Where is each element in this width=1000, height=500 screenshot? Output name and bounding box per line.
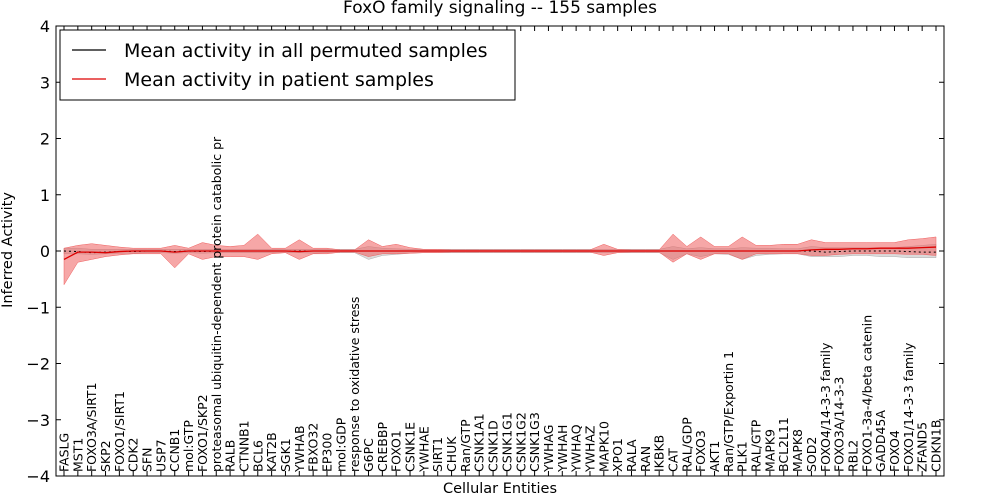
x-category-label: CAT (666, 448, 681, 472)
x-category-label: FOXO3A/14-3-3 (832, 377, 847, 472)
x-category-label: SIRT1 (430, 437, 445, 472)
y-tick-label: −3 (26, 411, 50, 430)
x-category-label: SGK1 (278, 438, 293, 472)
y-tick-label: −4 (26, 467, 50, 486)
x-category-label: FOXO3A/SIRT1 (84, 382, 99, 472)
legend-entry-0: Mean activity in all permuted samples (124, 40, 487, 62)
x-category-label: PLK1 (735, 441, 750, 472)
x-category-label: RALB (223, 440, 238, 472)
x-category-label: CCNB1 (167, 429, 182, 472)
x-category-label: YWHAZ (582, 425, 597, 473)
x-category-label: CHUK (444, 436, 459, 472)
x-category-label: CSNK1A1 (472, 413, 487, 472)
legend-box (59, 29, 516, 101)
y-tick-label: −2 (26, 355, 50, 374)
y-tick-label: 1 (40, 186, 50, 205)
x-category-label: CSNK1G3 (527, 412, 542, 472)
x-category-label: Ran/GTP/Exportin 1 (721, 351, 736, 472)
x-category-label: FOXO4/14-3-3 family (818, 342, 833, 472)
x-category-label: MAPK9 (762, 429, 777, 472)
x-category-label: CSNK1G2 (513, 412, 528, 472)
x-category-label: CSNK1D (486, 420, 501, 472)
y-tick-label: 0 (40, 242, 50, 261)
x-category-label: XPO1 (610, 438, 625, 472)
x-category-label: RAL/GTP (749, 419, 764, 472)
x-category-label: Ran/GTP (458, 419, 473, 472)
x-category-label: RAL/GDP (679, 417, 694, 472)
y-tick-label: −1 (26, 298, 50, 317)
x-category-label: CREBBP (375, 422, 390, 472)
plot-area: −4−3−2−101234FASLGMST1FOXO3A/SIRT1SKP2FO… (26, 17, 945, 486)
x-category-label: proteasomal ubiquitin-dependent protein … (209, 136, 224, 472)
x-category-label: FOXO1 (389, 430, 404, 472)
x-category-label: RBL2 (845, 440, 860, 472)
x-category-label: CDKN1B (929, 420, 944, 472)
x-category-label: SFN (140, 448, 155, 472)
x-category-label: GADD45A (873, 410, 888, 472)
x-category-label: EP300 (319, 433, 334, 472)
x-category-label: YWHAB (292, 425, 307, 473)
x-category-label: G6PC (361, 438, 376, 472)
y-tick-label: 3 (40, 73, 50, 92)
x-category-label: YWHAH (555, 425, 570, 473)
x-category-label: YWHAQ (569, 424, 584, 473)
x-category-label: FOXO4 (887, 430, 902, 472)
x-category-label: FBXO32 (306, 423, 321, 472)
x-axis-label: Cellular Entities (443, 481, 557, 497)
x-category-label: FOXO1/14-3-3 family (901, 342, 916, 472)
series-line-1 (63, 246, 937, 261)
x-category-label: RALA (624, 439, 639, 472)
x-category-label: KAT2B (264, 432, 279, 472)
x-category-label: ZFAND5 (915, 422, 930, 472)
x-category-label: CTNNB1 (236, 420, 251, 472)
x-category-label: response to oxidative stress (347, 297, 362, 472)
x-category-label: mol:GTP (181, 420, 196, 472)
series-band-1 (63, 233, 937, 286)
x-category-label: IKBKB (652, 435, 667, 472)
x-category-label: CSNK1E (403, 422, 418, 472)
y-axis-label: Inferred Activity (0, 192, 16, 308)
x-category-label: SKP2 (98, 440, 113, 472)
x-category-label: USP7 (153, 439, 168, 472)
x-category-label: BCL6 (250, 440, 265, 472)
x-category-label: SOD2 (804, 437, 819, 472)
y-tick-label: 4 (40, 17, 50, 36)
x-category-label: MAPK8 (790, 429, 805, 472)
x-category-label: FASLG (57, 433, 72, 472)
x-category-label: FOXO1/SIRT1 (112, 391, 127, 472)
x-category-label: AKT1 (707, 441, 722, 472)
x-category-label: YWHAG (541, 425, 556, 473)
x-category-label: FOXO1/SKP2 (195, 394, 210, 472)
x-category-label: mol:GDP (333, 417, 348, 472)
x-category-label: FOXO1-3a-4/beta catenin (859, 315, 874, 472)
y-tick-label: 2 (40, 130, 50, 149)
x-category-label: RAN (638, 446, 653, 472)
x-category-label: MAPK10 (596, 421, 611, 472)
x-category-label: BCL2L11 (776, 417, 791, 472)
legend-entry-1: Mean activity in patient samples (124, 69, 434, 91)
x-category-label: CDK2 (126, 437, 141, 472)
x-category-label: FOXO3 (693, 430, 708, 472)
chart-title: FoxO family signaling -- 155 samples (343, 0, 657, 18)
x-category-label: MST1 (70, 438, 85, 472)
x-category-label: YWHAE (416, 426, 431, 473)
x-category-label: CSNK1G1 (499, 412, 514, 472)
